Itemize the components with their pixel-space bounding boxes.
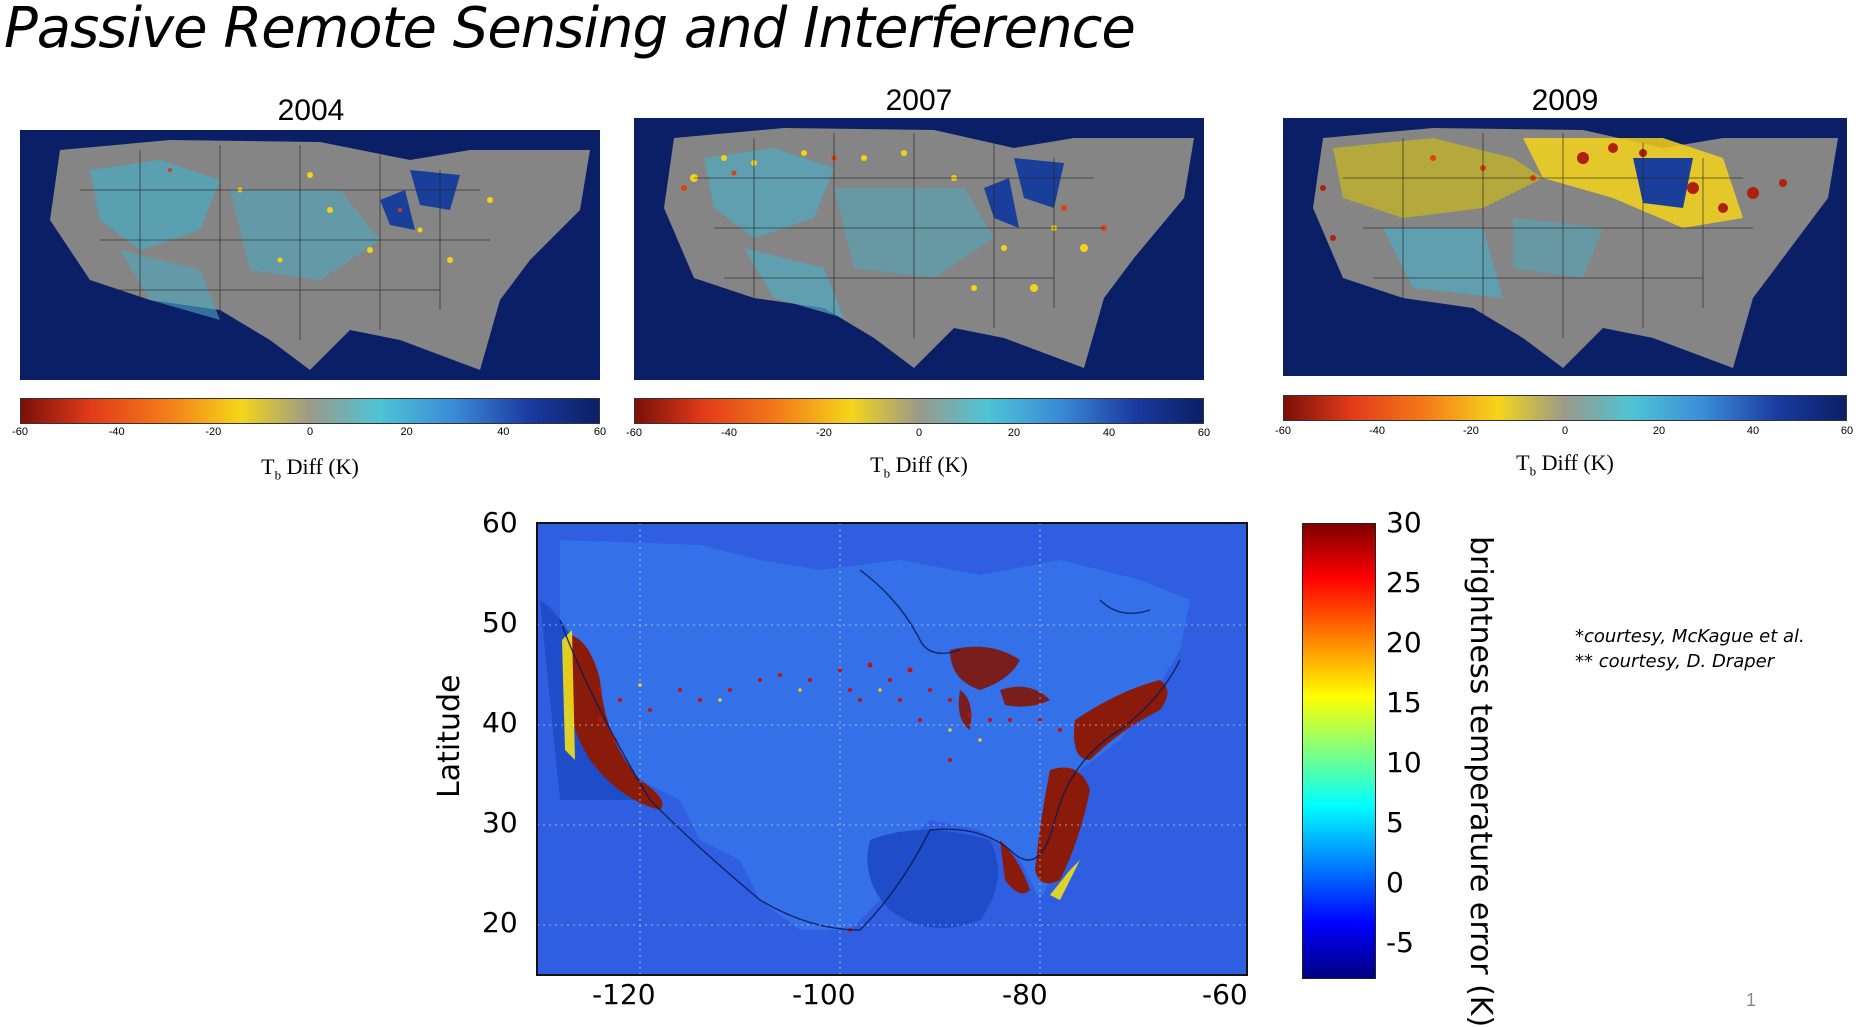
colorbar-tick: 60: [1197, 427, 1211, 439]
colorbar-tick: 60: [1840, 425, 1854, 437]
rfi-map-2004: [20, 130, 600, 380]
colorbar-tick: 20: [1652, 425, 1666, 437]
small-colorbar: [1283, 395, 1847, 421]
colorbar-tick: -40: [108, 426, 125, 438]
y-tick: 50: [482, 606, 518, 639]
page-number: 1: [1746, 990, 1757, 1010]
colorbar-tick: 20: [1007, 427, 1021, 439]
y-axis-label: Latitude: [432, 674, 467, 798]
panel-year-label: 2009: [1531, 84, 1599, 117]
rfi-map-2007: [634, 118, 1204, 380]
x-tick: -80: [1002, 978, 1048, 1011]
colorbar-tick: -60: [626, 427, 642, 439]
small-colorbar: [634, 398, 1204, 424]
colorbar-tick: 40: [1746, 425, 1760, 437]
y-tick: 20: [482, 906, 518, 939]
colorbar-tick: 0: [1386, 866, 1404, 899]
panel-year-label: 2007: [885, 84, 953, 117]
y-tick: 60: [482, 506, 518, 539]
colorbar-tick: 40: [1102, 427, 1116, 439]
colorbar-tick: -20: [1463, 425, 1479, 437]
colorbar-tick: 5: [1386, 806, 1404, 839]
colorbar-tick: 10: [1386, 746, 1422, 779]
small-colorbar-ticks: -60 -40 -20 0 20 40 60: [1275, 425, 1853, 439]
credit-draper: ** courtesy, D. Draper: [1575, 651, 1775, 672]
colorbar-label: brightness temperature error (K): [1463, 536, 1498, 1027]
brightness-error-colorbar: [1302, 523, 1376, 979]
x-tick: -120: [592, 978, 656, 1011]
colorbar-tick: 60: [593, 426, 607, 438]
colorbar-unit-label: Tb Diff (K): [870, 452, 968, 481]
colorbar-tick: -60: [12, 426, 28, 438]
colorbar-tick: 0: [915, 427, 923, 439]
colorbar-tick: 0: [306, 426, 314, 438]
small-colorbar: [20, 398, 600, 424]
colorbar-tick: 30: [1386, 506, 1422, 539]
x-tick: -60: [1202, 978, 1248, 1011]
y-tick: 30: [482, 806, 518, 839]
map-panel-2004: 2004 -60 -40 -20 0 20 40 60 Tb Diff (K): [12, 92, 606, 483]
colorbar-unit-label: Tb Diff (K): [261, 454, 359, 483]
colorbar-tick: 20: [1386, 626, 1422, 659]
rfi-map-2009: [1283, 118, 1847, 376]
slide-title: Passive Remote Sensing and Interference: [4, 0, 1136, 61]
colorbar-tick: -5: [1386, 926, 1414, 959]
colorbar-tick: 15: [1386, 686, 1422, 719]
credit-mckague: *courtesy, McKague et al.: [1575, 626, 1805, 647]
small-colorbar-ticks: -60 -40 -20 0 20 40 60: [626, 427, 1210, 441]
y-tick: 40: [482, 706, 518, 739]
small-colorbar-ticks: -60 -40 -20 0 20 40 60: [12, 426, 606, 440]
colorbar-tick: -40: [1369, 425, 1385, 437]
colorbar-tick: -20: [205, 426, 222, 438]
panel-year-label: 2004: [277, 94, 345, 127]
x-tick: -100: [792, 978, 856, 1011]
map-panel-2007: 2007 -60 -40 -20 0 20 40 60 T: [626, 82, 1210, 482]
map-panel-2009: 2009 -60 -40 -20 0 20 40 60 Tb Diff (K): [1275, 82, 1853, 482]
colorbar-tick: -40: [721, 427, 737, 439]
colorbar-tick: 40: [497, 426, 510, 438]
colorbar-tick: 20: [400, 426, 413, 438]
colorbar-tick: -20: [816, 427, 832, 439]
colorbar-tick: -60: [1275, 425, 1291, 437]
colorbar-tick: 25: [1386, 566, 1422, 599]
colorbar-tick: 0: [1561, 425, 1569, 437]
colorbar-unit-label: Tb Diff (K): [1516, 450, 1614, 479]
